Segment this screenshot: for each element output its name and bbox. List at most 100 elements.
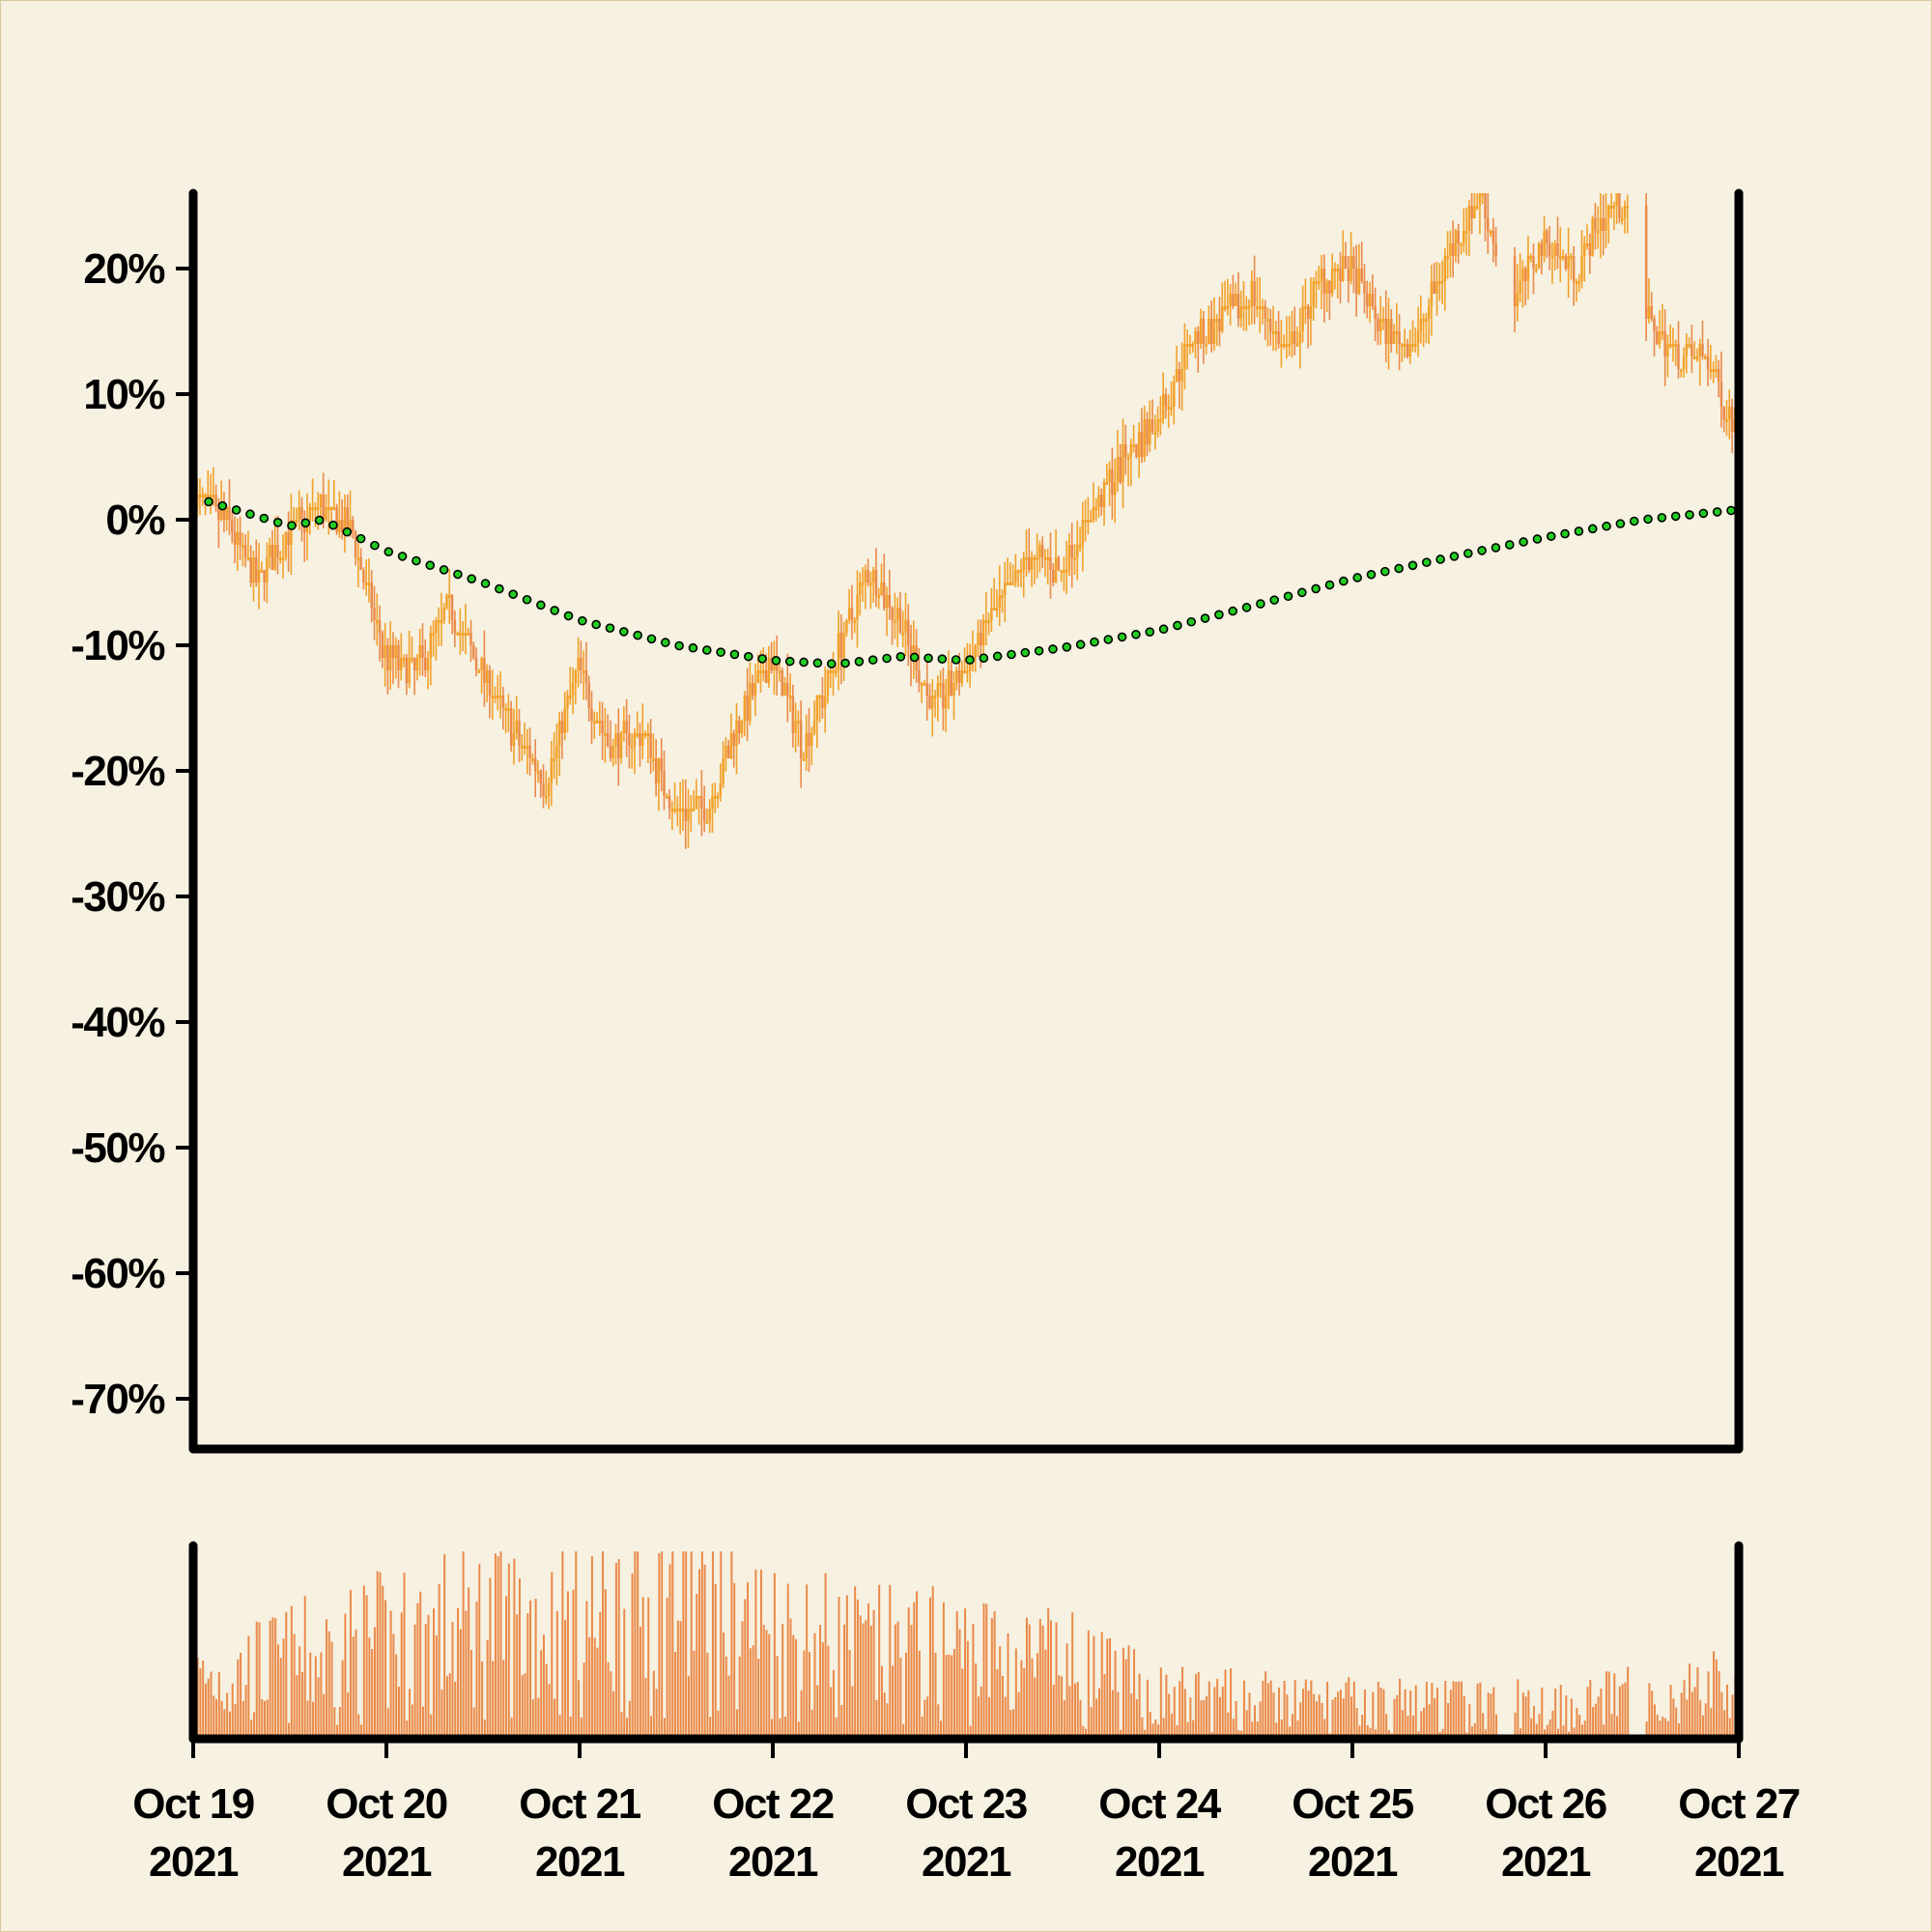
candle xyxy=(1038,540,1041,573)
volume-bar xyxy=(588,1636,591,1739)
candle xyxy=(1390,309,1393,354)
candle xyxy=(687,788,690,848)
candle xyxy=(469,619,472,662)
volume-bar xyxy=(666,1597,668,1739)
volume-bar xyxy=(1245,1710,1248,1739)
candle xyxy=(939,670,942,698)
candle xyxy=(1677,321,1680,379)
volume-bar xyxy=(1544,1729,1547,1739)
volume-bar xyxy=(1677,1723,1680,1739)
candle xyxy=(1408,329,1411,364)
volume-bar xyxy=(1580,1724,1583,1739)
moving-average-point xyxy=(688,642,698,653)
moving-average-point xyxy=(1352,573,1362,582)
volume-bar xyxy=(1514,1712,1517,1739)
candle xyxy=(212,467,215,506)
volume-bar xyxy=(1100,1632,1103,1739)
volume-bar xyxy=(1173,1687,1176,1739)
volume-bar xyxy=(1548,1719,1551,1739)
y-tick-label: -50% xyxy=(71,1124,164,1172)
moving-average-point xyxy=(397,552,408,561)
volume-bar xyxy=(1037,1653,1039,1739)
candle xyxy=(729,713,733,759)
volume-bar xyxy=(438,1583,440,1739)
moving-average-point xyxy=(1435,554,1445,564)
moving-average-point xyxy=(591,619,601,630)
candle xyxy=(1033,554,1037,584)
candle xyxy=(531,753,534,765)
moving-average-point xyxy=(508,589,519,599)
candle xyxy=(287,511,290,572)
candle xyxy=(1328,279,1331,320)
candle xyxy=(842,621,845,682)
volume-bar xyxy=(859,1615,862,1739)
volume-bar xyxy=(317,1677,320,1739)
candle xyxy=(646,723,650,764)
volume-bar xyxy=(524,1673,526,1739)
volume-bar xyxy=(771,1719,774,1739)
candle xyxy=(1701,320,1704,360)
candle xyxy=(587,675,590,722)
volume-bar xyxy=(999,1646,1002,1739)
candle xyxy=(676,796,679,827)
volume-bar xyxy=(1680,1692,1683,1739)
candle xyxy=(894,592,896,639)
candle xyxy=(984,591,988,645)
candle xyxy=(1043,549,1047,578)
volume-bar xyxy=(765,1630,768,1739)
candle xyxy=(1575,278,1578,302)
volume-bar xyxy=(1120,1729,1122,1739)
volume-bar xyxy=(1165,1674,1168,1739)
candle xyxy=(485,664,489,703)
volume-bar xyxy=(1556,1728,1559,1739)
volume-bar xyxy=(1718,1670,1720,1739)
moving-average-point xyxy=(1560,528,1570,539)
volume-bar xyxy=(505,1596,508,1739)
volume-bar xyxy=(516,1614,519,1739)
candle xyxy=(1395,302,1399,355)
volume-bar xyxy=(668,1564,671,1739)
volume-bar xyxy=(411,1704,413,1739)
volume-bar xyxy=(1049,1620,1052,1739)
candle xyxy=(566,690,569,733)
candle xyxy=(925,662,928,722)
candle xyxy=(1492,217,1495,263)
volume-bar xyxy=(730,1551,733,1739)
candle xyxy=(1344,242,1348,270)
volume-bar xyxy=(1487,1692,1490,1739)
candle xyxy=(837,611,840,691)
candle xyxy=(1464,208,1468,256)
volume-bar xyxy=(349,1589,352,1739)
candle xyxy=(1092,482,1095,523)
candle xyxy=(850,584,854,640)
candle xyxy=(1269,309,1272,346)
volume-bar xyxy=(727,1675,730,1739)
candle xyxy=(1513,246,1517,333)
volume-bar xyxy=(593,1637,596,1739)
moving-average-point xyxy=(1090,637,1099,647)
volume-bar xyxy=(1607,1671,1610,1739)
volume-bar xyxy=(250,1719,253,1739)
candle xyxy=(1073,544,1076,575)
candle xyxy=(660,738,663,792)
volume-bar xyxy=(1117,1691,1120,1739)
volume-bar xyxy=(988,1696,991,1739)
volume-bar xyxy=(647,1597,650,1739)
candle xyxy=(268,537,271,569)
volume-bar xyxy=(1034,1677,1037,1739)
volume-bar xyxy=(644,1678,647,1739)
candle xyxy=(569,667,572,705)
candle xyxy=(1570,252,1573,280)
volume-bar xyxy=(757,1658,760,1739)
volume-bar xyxy=(650,1716,653,1739)
volume-bar xyxy=(1597,1696,1600,1739)
volume-bar xyxy=(537,1697,540,1739)
volume-bar xyxy=(1181,1666,1184,1739)
candle xyxy=(952,670,955,720)
candle xyxy=(424,639,427,678)
volume-bar xyxy=(1562,1725,1565,1739)
candle xyxy=(582,650,585,700)
volume-bar xyxy=(1063,1700,1065,1739)
volume-bar xyxy=(1449,1690,1452,1739)
candle xyxy=(354,529,357,566)
